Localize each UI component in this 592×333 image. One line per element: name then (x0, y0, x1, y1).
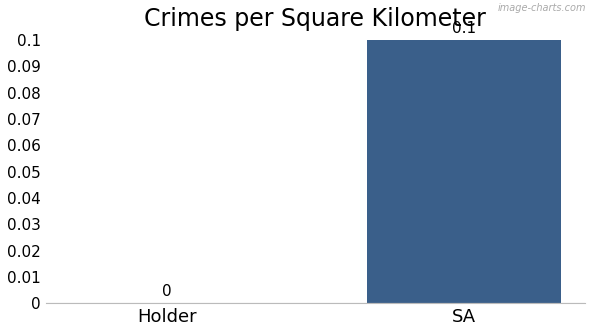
Text: 0.1: 0.1 (452, 21, 476, 36)
Bar (368, 40, 561, 303)
Title: Crimes per Square Kilometer: Crimes per Square Kilometer (144, 7, 486, 31)
Text: image-charts.com: image-charts.com (498, 3, 586, 13)
Text: 0: 0 (162, 284, 172, 299)
